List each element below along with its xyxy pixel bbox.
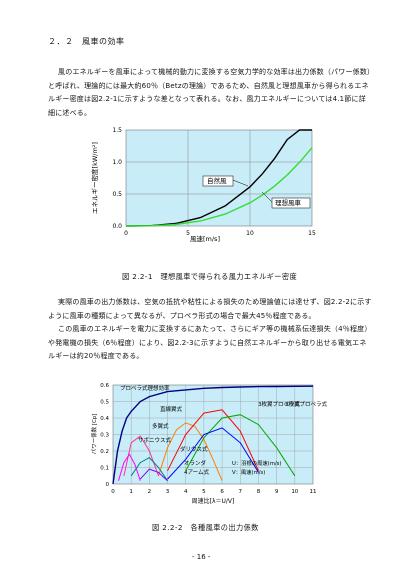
x-tick-label: 0 — [124, 230, 128, 237]
series-label-box — [271, 197, 311, 209]
series-line-2 — [125, 147, 313, 227]
paragraph-2: 実際の風車の出力係数は、空気の抵抗や粘性による損失のため理論値には達せず、図2.… — [48, 298, 372, 320]
figure-1-caption: 図 2.2-1 理想風車で得られる風力エネルギー密度 — [122, 272, 298, 281]
series-label-natural-wind: 自然風 — [207, 176, 227, 185]
x-tick-label: 10 — [246, 230, 254, 237]
series-label-ideal-turbine: 理想風車 — [275, 198, 302, 207]
x-axis-label: 風速[m/s] — [190, 235, 220, 243]
x-tick-label: 15 — [308, 230, 316, 237]
y-tick-label: 0.5 — [112, 191, 122, 198]
leader-line — [232, 179, 249, 187]
y-axis-label: エネルギー密度[kW/m²] — [90, 142, 99, 214]
paragraph-1: 風のエネルギーを風車によって機械的動力に変換する空気力学的な効率は出力係数（パワ… — [48, 68, 371, 117]
series-label-box — [202, 175, 234, 187]
y-tick-label: 0.0 — [112, 223, 122, 230]
leader-line — [261, 191, 273, 203]
y-tick-label: 1.5 — [112, 127, 122, 134]
section-heading: ２．２ 風車の効率 — [48, 37, 125, 46]
paragraph-3: この風車のエネルギーを電力に変換するにあたって、さらにギア等の機械系伝達損失（4… — [48, 325, 372, 360]
page-number: - 16 - — [192, 553, 211, 561]
y-tick-label: 1.0 — [112, 159, 122, 166]
x-tick-label: 5 — [186, 230, 190, 237]
figure-2-caption: 図 2.2-2 各種風車の出力係数 — [152, 523, 259, 532]
